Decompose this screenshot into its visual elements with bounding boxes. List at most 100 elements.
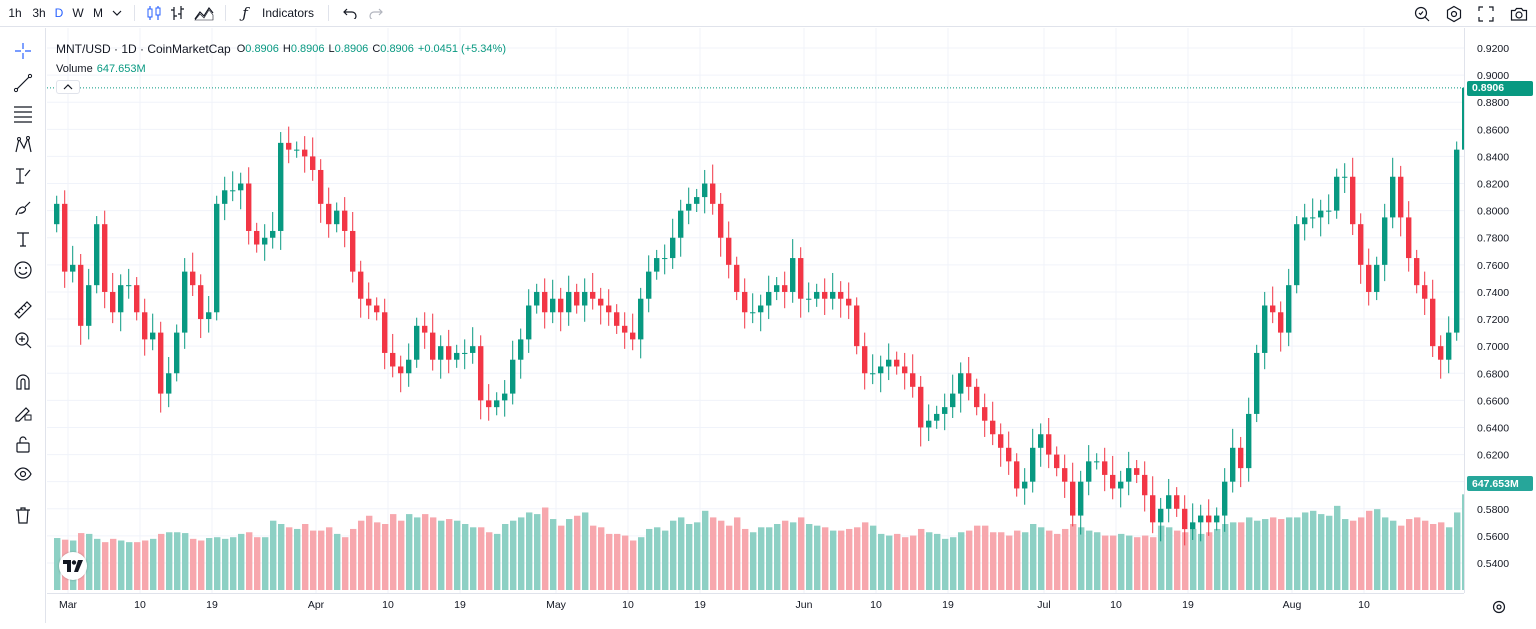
volume-bar: [958, 532, 965, 590]
candle-body: [766, 291, 772, 306]
magnet-icon[interactable]: [7, 368, 39, 396]
price-tick-label: 0.7000: [1477, 341, 1509, 353]
settings-icon[interactable]: [1438, 0, 1470, 27]
fullscreen-icon[interactable]: [1470, 0, 1502, 27]
candles-chart-type-icon[interactable]: [143, 0, 165, 27]
volume-bar: [558, 525, 565, 590]
screenshot-camera-icon[interactable]: [1502, 0, 1536, 27]
volume-bar: [1342, 519, 1349, 590]
candle-body: [782, 285, 788, 292]
price-ticks-svg: 0.9200 0.9000 0.8800 0.8600 0.8400 0.8200 0.80…: [1477, 43, 1509, 570]
trash-icon[interactable]: [7, 501, 39, 529]
volume-bar: [590, 525, 597, 590]
volume-bar: [774, 524, 781, 590]
candle-body: [646, 271, 652, 299]
price-tick-label: 0.7200: [1477, 314, 1509, 326]
undo-icon[interactable]: [337, 0, 363, 27]
volume-bar: [470, 527, 477, 590]
candle-body: [430, 332, 436, 360]
volume-bar: [302, 524, 309, 590]
lock-drawings-icon[interactable]: [7, 430, 39, 458]
candle-body: [774, 285, 780, 292]
candle-body: [510, 359, 516, 394]
candle-body: [678, 210, 684, 238]
price-chart-svg[interactable]: [47, 28, 1469, 593]
candle-body: [1214, 515, 1220, 523]
candle-body: [686, 203, 692, 211]
volume-bar: [126, 542, 133, 590]
forecasting-icon[interactable]: [7, 162, 39, 190]
symbol-title[interactable]: MNT/USD · 1D · CoinMarketCap: [56, 42, 231, 56]
volume-bar: [1030, 524, 1037, 590]
candle-body: [1182, 508, 1188, 530]
interval-w[interactable]: W: [68, 0, 88, 27]
bars-chart-type-icon[interactable]: [165, 0, 191, 27]
volume-bar: [318, 530, 325, 590]
volume-bar: [382, 524, 389, 590]
volume-bar: [718, 520, 725, 590]
time-tick-label: 10: [1358, 599, 1370, 611]
fib-retracement-icon[interactable]: [7, 100, 39, 128]
interval-3h[interactable]: 3h: [28, 0, 50, 27]
crosshair-icon[interactable]: [7, 37, 39, 65]
change-value: +0.0451 (+5.34%): [417, 43, 506, 55]
interval-m[interactable]: M: [88, 0, 108, 27]
area-chart-type-icon[interactable]: [191, 0, 217, 27]
candle-body: [1142, 474, 1148, 496]
candle-body: [1302, 217, 1308, 225]
volume-bar: [734, 517, 741, 590]
volume-bar: [1062, 528, 1069, 590]
time-scale[interactable]: Mar 10 19 Apr 10 19 May 10 19 Jun 10 19 Jul 10 19 Aug 10: [47, 593, 1464, 623]
ruler-measure-icon[interactable]: [7, 296, 39, 324]
indicators-fx-icon[interactable]: ƒ: [242, 4, 248, 22]
volume-bar: [1398, 525, 1405, 590]
patterns-icon[interactable]: [7, 131, 39, 159]
redo-icon[interactable]: [363, 0, 389, 27]
chart-settings-gear-icon[interactable]: [1488, 596, 1510, 618]
volume-bar: [438, 520, 445, 590]
open-label: O: [236, 43, 246, 55]
volume-bar: [1158, 525, 1165, 590]
candle-body: [462, 352, 468, 354]
candles: [54, 74, 1468, 546]
candle-body: [126, 285, 132, 287]
volume-bar: [1422, 520, 1429, 590]
volume-bar: [646, 528, 653, 590]
quick-search-icon[interactable]: [1406, 0, 1438, 27]
time-tick-label: 10: [622, 599, 634, 611]
brush-icon[interactable]: [7, 194, 39, 222]
candle-body: [1206, 515, 1212, 523]
zoom-in-icon[interactable]: [7, 326, 39, 354]
indicators-button[interactable]: Indicators: [256, 0, 320, 27]
candle-body: [934, 413, 940, 421]
interval-1h[interactable]: 1h: [2, 0, 28, 27]
candle-body: [1438, 346, 1444, 360]
time-tick-label: 19: [1182, 599, 1194, 611]
volume-label[interactable]: Volume: [56, 63, 93, 75]
low-label: L: [328, 43, 335, 55]
price-scale[interactable]: 0.9200 0.9000 0.8800 0.8600 0.8400 0.8200 0.80…: [1464, 28, 1536, 593]
volume-bar: [342, 537, 349, 590]
volume-bar: [1142, 535, 1149, 590]
tradingview-logo[interactable]: [59, 552, 87, 580]
candle-body: [1198, 515, 1204, 523]
trend-line-icon[interactable]: [7, 69, 39, 97]
candle-body: [1086, 461, 1092, 482]
hide-drawings-eye-icon[interactable]: [7, 460, 39, 488]
chart-pane[interactable]: [47, 28, 1469, 593]
collapse-legend-button[interactable]: [56, 80, 80, 94]
volume-bar: [694, 522, 701, 590]
interval-dropdown-icon[interactable]: [108, 0, 126, 27]
close-value: 0.8906: [380, 43, 414, 55]
text-tool-icon[interactable]: [7, 225, 39, 253]
emoji-icon[interactable]: [7, 256, 39, 284]
candle-body: [1270, 305, 1276, 313]
interval-d[interactable]: D: [50, 0, 68, 27]
price-tick-label: 0.5600: [1477, 531, 1509, 543]
price-tick-label: 0.8800: [1477, 97, 1509, 109]
volume-bar: [790, 522, 797, 590]
candle-body: [574, 291, 580, 306]
volume-bar: [94, 538, 101, 590]
volume-bar: [86, 533, 93, 590]
stay-in-drawing-mode-icon[interactable]: [7, 399, 39, 427]
